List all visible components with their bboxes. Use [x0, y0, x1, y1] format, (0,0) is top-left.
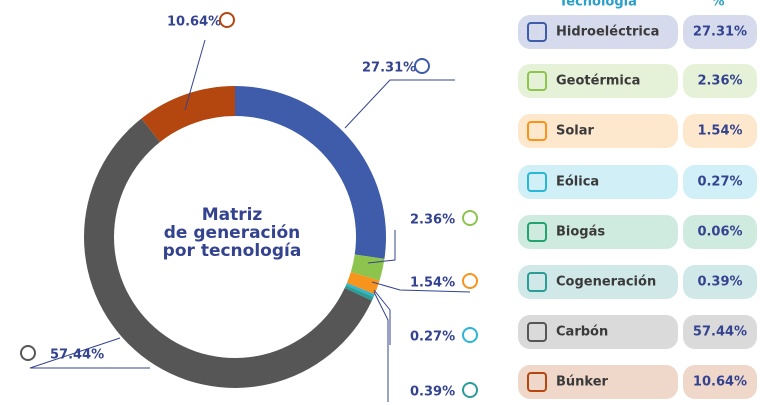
slice-icon	[462, 382, 478, 398]
donut-slice	[235, 86, 386, 259]
name-pill	[518, 365, 678, 399]
row-value: 0.27%	[697, 175, 742, 190]
donut-slice	[350, 254, 385, 281]
name-pill	[518, 265, 678, 299]
value-pill	[683, 365, 757, 399]
table-header: %	[711, 0, 724, 10]
name-pill	[518, 215, 678, 249]
row-icon	[527, 372, 547, 392]
row-name: Solar	[556, 124, 595, 139]
row-name: Hidroeléctrica	[556, 25, 659, 40]
leader-line	[373, 291, 389, 402]
leader-line	[184, 39, 206, 111]
slice-label: 10.64%	[167, 15, 221, 30]
row-icon	[527, 272, 547, 292]
row-value: 0.06%	[697, 225, 742, 240]
value-pill	[683, 265, 757, 299]
row-icon	[527, 222, 547, 242]
leader-line	[373, 289, 391, 345]
value-pill	[683, 64, 757, 98]
title-line: Matriz	[202, 205, 263, 225]
slice-icon	[20, 345, 36, 361]
value-pill	[683, 114, 757, 148]
row-value: 27.31%	[693, 25, 747, 40]
title-line: de generación	[164, 223, 301, 243]
value-pill	[683, 15, 757, 49]
row-name: Eólica	[556, 175, 599, 190]
row-icon	[527, 322, 547, 342]
donut-slice	[141, 86, 235, 143]
row-name: Carbón	[556, 325, 608, 340]
donut-slice	[346, 283, 375, 297]
slice-icon	[414, 58, 430, 74]
row-value: 10.64%	[693, 375, 747, 390]
row-icon	[527, 172, 547, 192]
name-pill	[518, 165, 678, 199]
slice-label: 2.36%	[410, 213, 455, 228]
row-name: Cogeneración	[556, 275, 656, 290]
slice-label: 1.54%	[410, 276, 455, 291]
donut-slice	[346, 271, 380, 295]
slice-icon	[462, 273, 478, 289]
leader-line	[371, 281, 471, 293]
slice-icon	[462, 327, 478, 343]
slice-label: 0.27%	[410, 330, 455, 345]
row-name: Biogás	[556, 225, 605, 240]
row-icon	[527, 71, 547, 91]
name-pill	[518, 64, 678, 98]
leader-line	[29, 337, 150, 369]
slice-label: 0.39%	[410, 385, 455, 400]
leader-line	[344, 79, 455, 129]
row-value: 0.39%	[697, 275, 742, 290]
row-name: Búnker	[556, 375, 609, 390]
slice-icon	[219, 12, 235, 28]
name-pill	[518, 315, 678, 349]
name-pill	[518, 114, 678, 148]
slice-icon	[462, 210, 478, 226]
row-value: 57.44%	[693, 325, 747, 340]
table-header: Tecnología	[559, 0, 637, 10]
value-pill	[683, 215, 757, 249]
donut-title: Matriz de generación por tecnología	[163, 205, 302, 261]
title-line: por tecnología	[163, 241, 302, 261]
slice-label: 57.44%	[50, 348, 104, 363]
row-icon	[527, 22, 547, 42]
value-pill	[683, 315, 757, 349]
slice-label: 27.31%	[362, 61, 416, 76]
row-icon	[527, 121, 547, 141]
value-pill	[683, 165, 757, 199]
row-name: Geotérmica	[556, 74, 640, 89]
name-pill	[518, 15, 678, 49]
donut-slice	[344, 285, 374, 301]
row-value: 1.54%	[697, 124, 742, 139]
row-value: 2.36%	[697, 74, 742, 89]
donut-slice	[345, 284, 374, 298]
leader-line	[367, 230, 396, 264]
